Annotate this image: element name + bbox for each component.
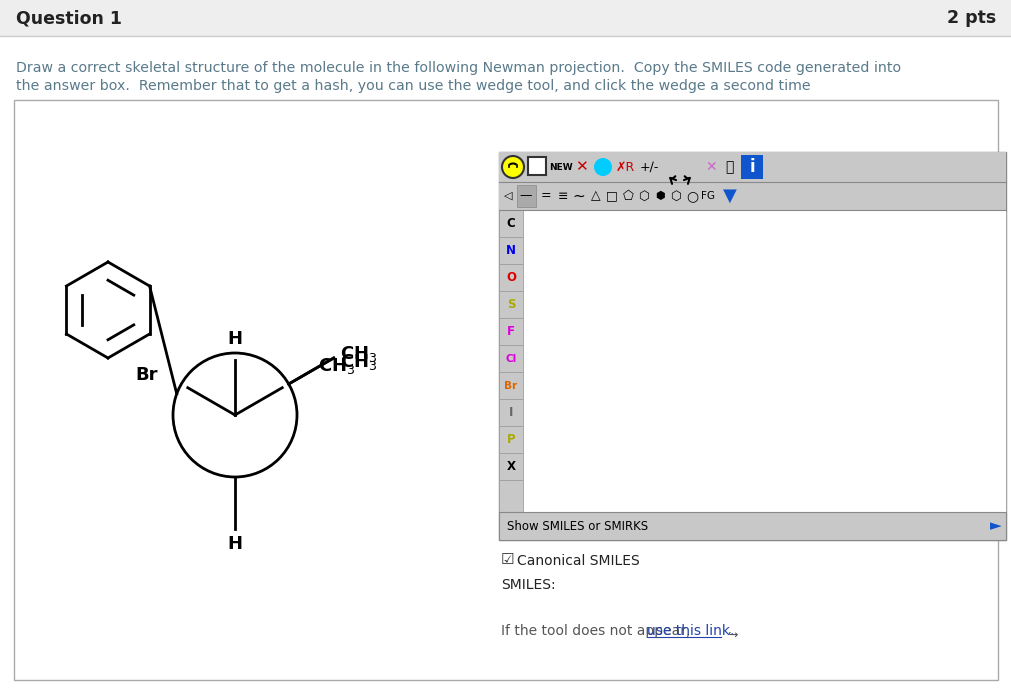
Text: C: C bbox=[507, 217, 515, 230]
Bar bbox=[498, 291, 523, 318]
Text: ↪: ↪ bbox=[726, 629, 737, 642]
Text: FG: FG bbox=[701, 191, 715, 201]
Text: Show SMILES or SMIRKS: Show SMILES or SMIRKS bbox=[507, 520, 647, 532]
Circle shape bbox=[593, 158, 612, 176]
Text: ∼: ∼ bbox=[572, 189, 584, 203]
Text: Br: Br bbox=[503, 380, 517, 391]
Bar bbox=[498, 237, 523, 264]
Text: NEW: NEW bbox=[549, 162, 572, 171]
Text: ✗R: ✗R bbox=[615, 160, 634, 174]
Text: ⬡: ⬡ bbox=[638, 189, 649, 203]
Text: H: H bbox=[227, 330, 243, 348]
Bar bbox=[498, 318, 523, 345]
Bar bbox=[498, 210, 523, 237]
Bar bbox=[498, 152, 1005, 182]
Text: ⬡: ⬡ bbox=[670, 189, 680, 203]
Text: O: O bbox=[506, 271, 516, 284]
Text: ☑: ☑ bbox=[500, 552, 515, 567]
Text: P: P bbox=[507, 433, 515, 446]
Text: □: □ bbox=[606, 189, 618, 203]
Text: CH$_3$: CH$_3$ bbox=[317, 356, 355, 376]
Bar bbox=[528, 157, 546, 175]
Text: F: F bbox=[507, 325, 515, 338]
Bar bbox=[523, 210, 1005, 512]
Text: N: N bbox=[506, 244, 516, 257]
Bar bbox=[498, 372, 523, 399]
Text: —: — bbox=[520, 189, 532, 203]
Bar bbox=[498, 426, 523, 453]
Text: use this link.: use this link. bbox=[646, 624, 734, 638]
Text: ⧉: ⧉ bbox=[724, 160, 732, 174]
Text: ⬠: ⬠ bbox=[622, 189, 633, 203]
Bar bbox=[0, 0, 1011, 36]
Text: ⬢: ⬢ bbox=[654, 191, 664, 201]
Bar bbox=[498, 264, 523, 291]
Bar bbox=[498, 345, 523, 372]
Text: 2 pts: 2 pts bbox=[946, 9, 995, 27]
Bar bbox=[14, 100, 997, 680]
Text: ►: ► bbox=[989, 518, 1001, 534]
Text: Br: Br bbox=[135, 366, 158, 384]
Bar bbox=[498, 182, 1005, 210]
Text: =: = bbox=[540, 189, 551, 203]
Text: Canonical SMILES: Canonical SMILES bbox=[517, 554, 639, 568]
Bar bbox=[498, 512, 1005, 540]
Text: SMILES:: SMILES: bbox=[500, 578, 555, 592]
Text: S: S bbox=[507, 298, 515, 311]
Text: i: i bbox=[748, 158, 754, 176]
Text: ≡: ≡ bbox=[557, 189, 568, 203]
Bar bbox=[498, 453, 523, 480]
Text: ✕: ✕ bbox=[705, 160, 716, 174]
Text: ◁: ◁ bbox=[503, 191, 512, 201]
Text: Draw a correct skeletal structure of the molecule in the following Newman projec: Draw a correct skeletal structure of the… bbox=[16, 61, 900, 75]
Text: I: I bbox=[509, 406, 513, 419]
Text: ✕: ✕ bbox=[574, 160, 586, 174]
Text: +∕-: +∕- bbox=[639, 160, 658, 174]
Text: X: X bbox=[506, 460, 515, 473]
Text: Cl: Cl bbox=[504, 353, 516, 364]
Circle shape bbox=[501, 156, 524, 178]
Bar bbox=[498, 152, 1005, 540]
Bar bbox=[498, 399, 523, 426]
Text: H: H bbox=[227, 535, 243, 553]
Bar bbox=[517, 185, 536, 207]
Text: △: △ bbox=[590, 189, 601, 203]
Bar bbox=[498, 480, 523, 512]
Text: Question 1: Question 1 bbox=[16, 9, 122, 27]
Text: ○: ○ bbox=[685, 189, 698, 203]
Text: CH$_3$: CH$_3$ bbox=[340, 344, 377, 364]
Text: CH$_3$: CH$_3$ bbox=[340, 352, 377, 372]
Bar bbox=[740, 155, 762, 179]
Text: If the tool does not appear,: If the tool does not appear, bbox=[500, 624, 695, 638]
Text: ▼: ▼ bbox=[722, 187, 736, 205]
Text: the answer box.  Remember that to get a hash, you can use the wedge tool, and cl: the answer box. Remember that to get a h… bbox=[16, 79, 810, 93]
